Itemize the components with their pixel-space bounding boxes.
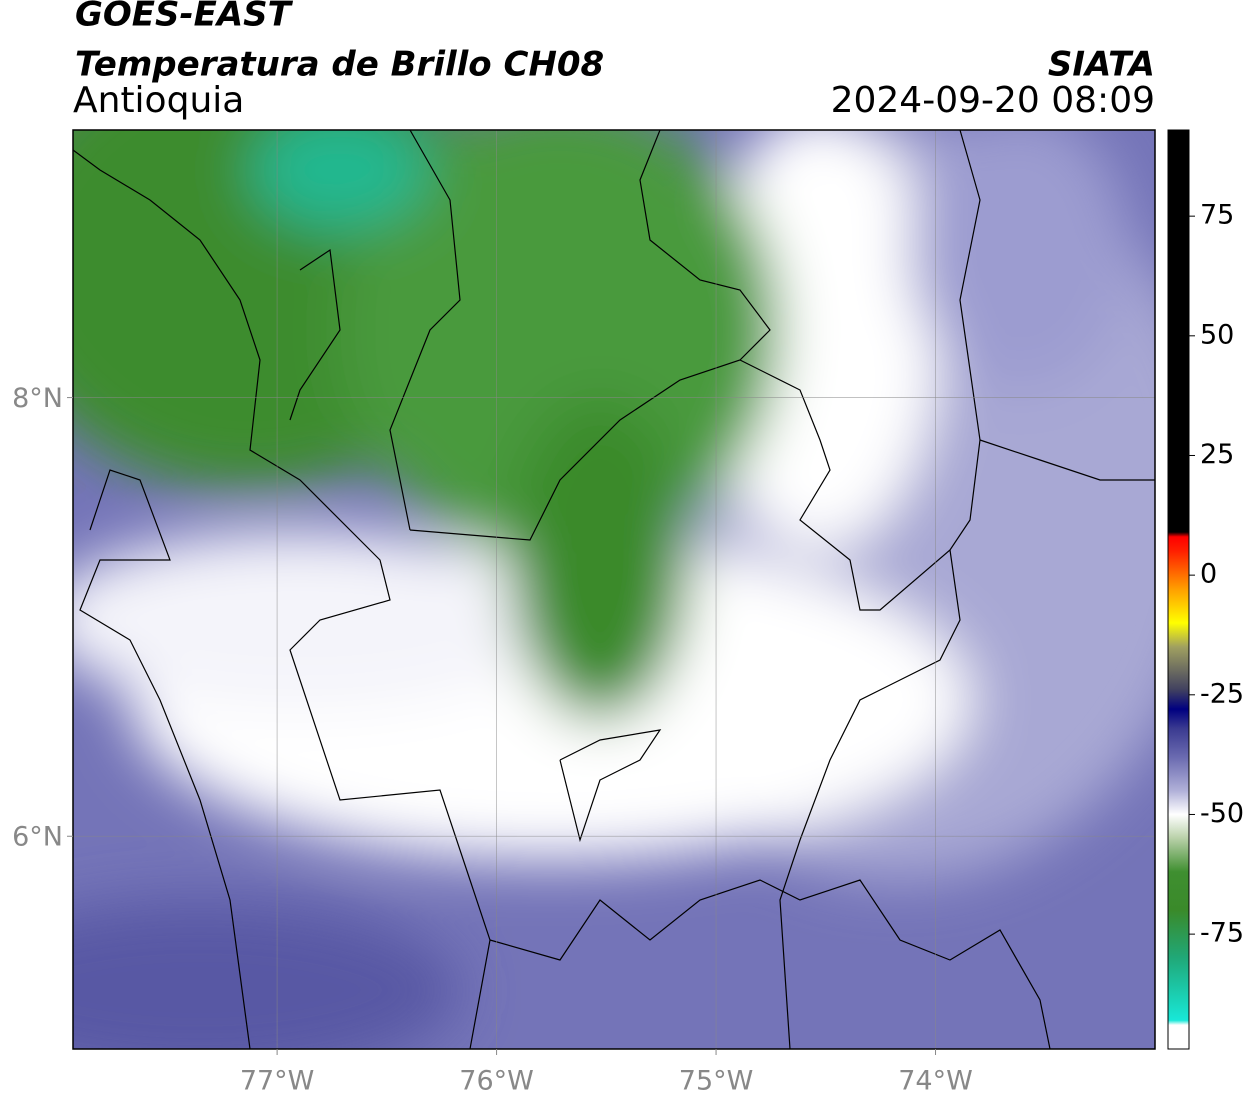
x-tick-label: 74°W <box>898 1066 973 1097</box>
x-tick-label: 75°W <box>679 1066 754 1097</box>
source-label: SIATA <box>1048 45 1155 85</box>
grid <box>73 130 1155 1049</box>
colorbar-tick-label: -75 <box>1200 918 1244 949</box>
datetime-label: 2024-09-20 08:09 <box>831 80 1155 121</box>
y-tick-label: 6°N <box>12 822 63 853</box>
colorbar-tick-label: 50 <box>1200 319 1234 350</box>
satellite-title: GOES-EAST <box>75 0 294 35</box>
map-imagery <box>73 130 1155 1049</box>
map-frame <box>72 129 1156 1050</box>
y-tick-label: 8°N <box>12 383 63 414</box>
colorbar-tick-label: 75 <box>1200 200 1234 231</box>
x-tick-label: 77°W <box>240 1066 315 1097</box>
region-label: Antioquia <box>73 80 244 121</box>
colorbar-tick-label: 25 <box>1200 439 1234 470</box>
colorbar-tick-label: -25 <box>1200 678 1244 709</box>
colorbar-tick-label: 0 <box>1200 559 1217 590</box>
colorbar <box>1167 129 1190 1050</box>
colorbar-tick-label: -50 <box>1200 798 1244 829</box>
product-title: Temperatura de Brillo CH08 <box>75 45 604 85</box>
x-tick-label: 76°W <box>459 1066 534 1097</box>
